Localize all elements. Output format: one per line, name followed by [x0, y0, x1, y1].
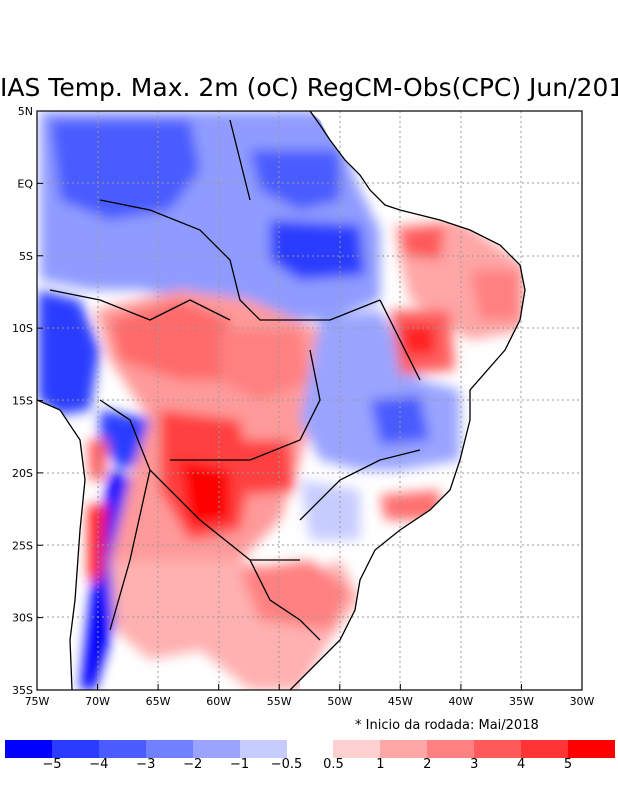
colorbar-label: −3 [136, 757, 156, 772]
colorbar-label: −0.5 [270, 757, 303, 772]
lon-axis: 75W 70W 65W 60W 55W 50W 45W 40W 35W 30W [25, 684, 595, 708]
lon-label: 50W [327, 695, 352, 708]
colorbar-label: 0.5 [323, 757, 344, 772]
lon-label: 40W [448, 695, 473, 708]
colorbar-segment [192, 740, 240, 758]
colorbar-segment [521, 740, 569, 758]
lat-label: 20S [12, 467, 33, 480]
lat-label: 5N [18, 105, 33, 118]
colorbar-label: 5 [563, 757, 573, 772]
lat-label: 15S [12, 395, 33, 408]
map-title: IAS Temp. Max. 2m (oC) RegCM-Obs(CPC) Ju… [0, 73, 618, 102]
lon-label: 35W [509, 695, 534, 708]
lat-label: 5S [19, 250, 33, 263]
colorbar [5, 740, 615, 758]
colorbar-segment [380, 740, 428, 758]
colorbar-segment [239, 740, 287, 758]
lon-label: 55W [267, 695, 292, 708]
lon-label: 45W [388, 695, 413, 708]
colorbar-segment [286, 740, 334, 758]
colorbar-segment [5, 740, 52, 758]
colorbar-label: 1 [376, 757, 385, 772]
colorbar-label: −4 [89, 757, 109, 772]
colorbar-segment [145, 740, 193, 758]
colorbar-label: −2 [183, 757, 203, 772]
colorbar-segment [98, 740, 146, 758]
lat-label: 25S [12, 539, 33, 552]
colorbar-segment [427, 740, 475, 758]
lat-label: EQ [17, 177, 33, 190]
colorbar-label: −1 [230, 757, 250, 772]
lon-label: 75W [25, 695, 50, 708]
boundaries [37, 111, 526, 690]
lon-label: 65W [146, 695, 171, 708]
colorbar-label: 4 [517, 757, 526, 772]
run-note: * Inicio da rodada: Mai/2018 [355, 718, 539, 733]
lat-axis: 5N EQ 5S 10S 15S 20S 25S 30S 35S [12, 105, 43, 697]
lon-label: 70W [85, 695, 110, 708]
colorbar-segment [333, 740, 381, 758]
colorbar-segment [51, 740, 99, 758]
colorbar-segment [568, 740, 615, 758]
colorbar-segment [474, 740, 522, 758]
lat-label: 30S [12, 612, 33, 625]
lon-label: 60W [206, 695, 231, 708]
graticule [37, 111, 582, 690]
lat-label: 35S [12, 684, 33, 697]
colorbar-label: 3 [470, 757, 479, 772]
lat-label: 10S [12, 322, 33, 335]
colorbar-label: −5 [42, 757, 62, 772]
colorbar-label: 2 [423, 757, 432, 772]
lon-label: 30W [570, 695, 595, 708]
